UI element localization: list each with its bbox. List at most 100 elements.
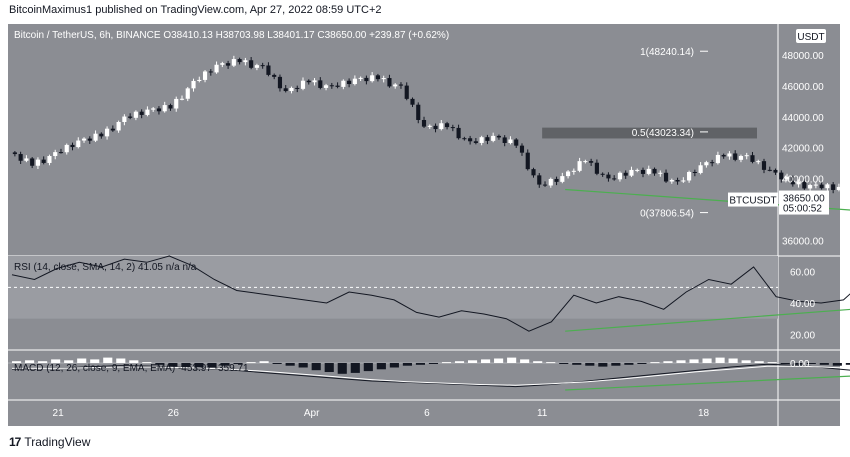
candle-down <box>750 155 755 162</box>
price-support-line <box>565 188 850 211</box>
candle-down <box>208 71 213 73</box>
macd-histogram-bar <box>324 363 334 372</box>
rsi-header: RSI (14, close, SMA, 14, 2) 41.05 n/a n/… <box>14 262 197 273</box>
macd-histogram-bar <box>793 363 803 365</box>
ohlc-value: O38410.13 <box>161 30 214 41</box>
price-pane-header: Bitcoin / TetherUS, 6h, BINANCE O38410.1… <box>14 30 449 41</box>
candle-down <box>612 178 617 180</box>
candle-down <box>802 181 807 189</box>
candle-down <box>12 152 17 155</box>
macd-histogram-bar <box>481 359 491 363</box>
candle-up <box>64 144 69 153</box>
candle-up <box>323 85 329 88</box>
macd-histogram-bar <box>38 361 48 363</box>
macd-histogram-bar <box>611 363 621 366</box>
macd-line <box>11 363 850 388</box>
macd-histogram-bar <box>103 357 113 363</box>
macd-histogram-bar <box>598 363 608 367</box>
candle-up <box>174 98 179 109</box>
candle-down <box>496 135 502 138</box>
candle-down <box>773 169 778 173</box>
candle-up <box>179 98 185 100</box>
macd-histogram-bar <box>64 360 74 363</box>
candle-up <box>439 123 444 130</box>
candle-down <box>444 123 450 128</box>
candle-down <box>554 178 559 182</box>
macd-histogram-bar <box>832 363 842 366</box>
macd-histogram-bar <box>754 361 764 363</box>
price-tag <box>779 190 829 215</box>
candle-up <box>116 121 121 131</box>
macd-histogram-bar <box>767 362 777 364</box>
macd-histogram-bar <box>194 363 204 370</box>
macd-histogram-bar <box>25 360 35 363</box>
macd-histogram-bar <box>363 363 373 372</box>
ohlc-value: L38401.17 <box>265 30 315 41</box>
macd-histogram-bar <box>507 357 517 363</box>
macd-histogram-bar <box>676 360 686 363</box>
candle-up <box>687 171 692 181</box>
macd-histogram-bar <box>207 363 217 368</box>
candle-up <box>76 140 81 148</box>
candle-up <box>122 116 127 122</box>
candle-down <box>41 159 46 163</box>
candle-up <box>53 152 58 157</box>
candle-up <box>202 71 208 80</box>
candle-down <box>640 169 646 174</box>
candle-up <box>93 133 98 141</box>
candle-up <box>508 139 513 143</box>
macd-histogram-bar <box>155 363 165 365</box>
candle-up <box>629 169 634 176</box>
macd-histogram-bar <box>415 363 425 365</box>
candle-up <box>479 137 484 143</box>
rsi-layer: 60.00 40.00 20.00 <box>8 255 850 341</box>
candle-down <box>416 104 421 120</box>
candle-down <box>375 75 380 80</box>
candle-down <box>767 169 772 171</box>
candle-down <box>468 138 473 142</box>
candle-down <box>473 141 478 143</box>
time-tick-label: 18 <box>698 408 710 419</box>
macd-header: MACD (12, 26, close, 9, EMA, EMA) -453.9… <box>14 363 249 374</box>
candle-up <box>635 169 640 171</box>
candle-down <box>450 127 455 129</box>
tradingview-logo[interactable]: 17 TradingView <box>9 435 90 449</box>
candle-down <box>347 80 352 85</box>
fib-level-label: 0.5(43023.34) <box>632 128 694 139</box>
price-tick-label: 36000.00 <box>782 237 824 248</box>
macd-histogram-bar <box>441 362 452 364</box>
candle-down <box>283 88 288 92</box>
macd-tick-label: 0.00 <box>790 359 810 370</box>
candle-up <box>738 156 744 160</box>
macd-histogram-bar <box>285 363 295 366</box>
candle-up <box>681 180 686 182</box>
candle-up <box>796 181 801 185</box>
candle-down <box>537 175 542 185</box>
rsi-tick-label: 60.00 <box>790 268 815 279</box>
tradingview-logo-icon: 17 <box>9 435 21 449</box>
candle-down <box>721 154 726 157</box>
macd-histogram-bar <box>168 363 178 367</box>
candle-up <box>231 59 236 66</box>
rsi-title: RSI (14, close, SMA, 14, 2) <box>14 262 135 273</box>
candles-layer <box>12 55 850 211</box>
candle-up <box>185 88 190 99</box>
macd-histogram-bar <box>402 363 412 366</box>
rsi-value: n/a <box>163 262 180 273</box>
macd-histogram-bar <box>572 363 582 365</box>
macd-signal-line <box>12 365 850 386</box>
candle-down <box>335 85 340 87</box>
candle-down <box>462 138 467 140</box>
price-tick-label: 46000.00 <box>782 82 824 93</box>
macd-histogram-bar <box>715 357 725 363</box>
candle-up <box>715 154 720 164</box>
candle-up <box>571 170 576 172</box>
macd-histogram-bar <box>337 363 347 374</box>
candle-up <box>617 172 623 180</box>
candle-up <box>836 186 841 190</box>
resistance-zone-layer <box>542 127 757 139</box>
macd-histogram-bar <box>624 363 634 365</box>
macd-histogram-bar <box>389 363 399 368</box>
candle-down <box>514 139 519 146</box>
